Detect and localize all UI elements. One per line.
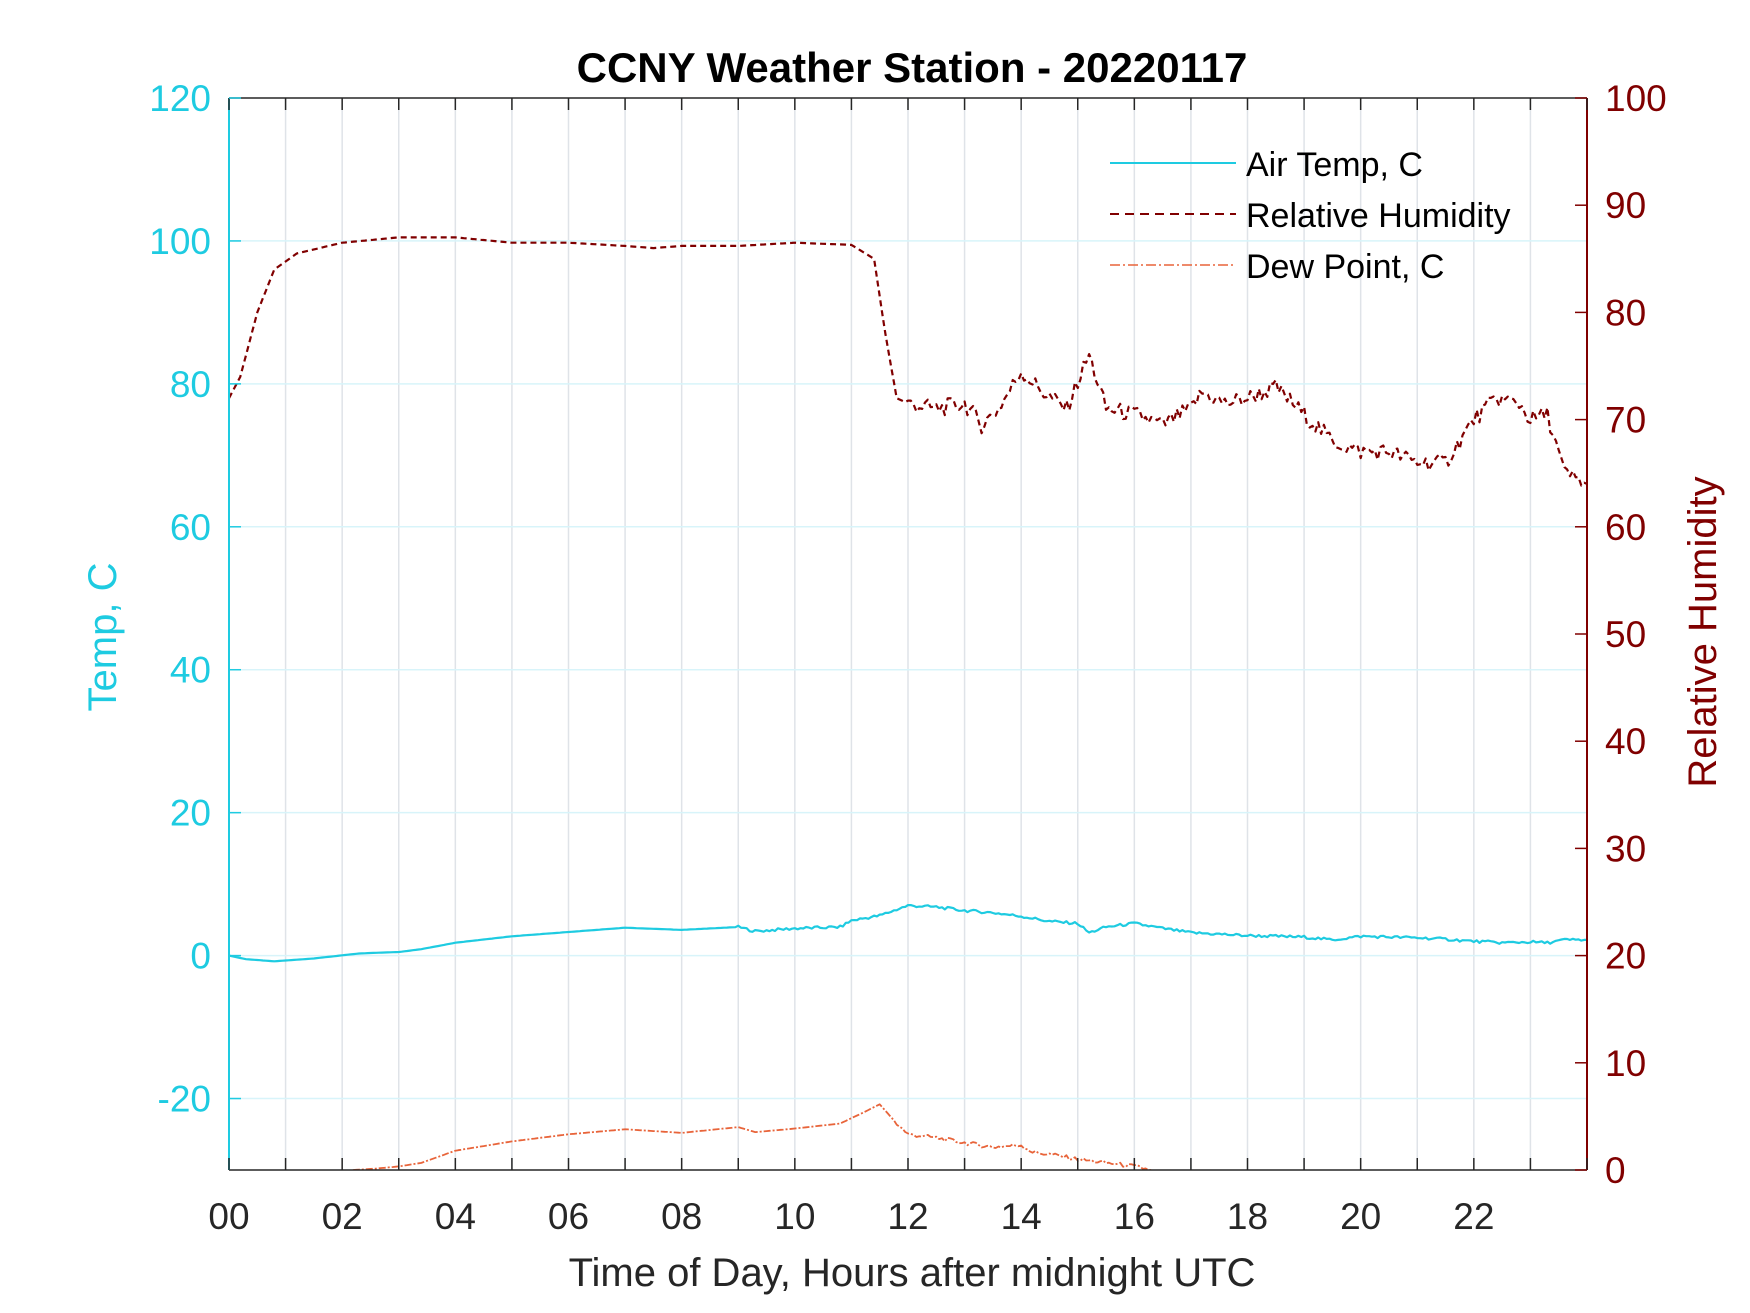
legend-label-relative-humidity: Relative Humidity (1246, 197, 1511, 235)
y-right-tick-label: 40 (1605, 721, 1646, 762)
y-left-tick-label: 120 (149, 78, 211, 119)
x-tick-label: 02 (322, 1196, 363, 1237)
y-right-tick-label: 10 (1605, 1043, 1646, 1084)
x-tick-label: 06 (548, 1196, 589, 1237)
x-tick-label: 18 (1227, 1196, 1268, 1237)
y-right-tick-label: 60 (1605, 507, 1646, 548)
dew-point-line (351, 1103, 1152, 1170)
legend-label-air-temp: Air Temp, C (1246, 146, 1423, 184)
grid (229, 98, 1587, 1170)
y-right-tick-label: 50 (1605, 614, 1646, 655)
y-right-tick-label: 70 (1605, 400, 1646, 441)
x-tick-label: 10 (774, 1196, 815, 1237)
y-right-tick-label: 0 (1605, 1150, 1626, 1191)
y-right-tick-label: 90 (1605, 185, 1646, 226)
x-tick-label: 14 (1001, 1196, 1042, 1237)
legend: Air Temp, C Relative Humidity Dew Point,… (1110, 146, 1511, 286)
y-axis-left-label: Temp, C (81, 563, 125, 712)
chart-title: CCNY Weather Station - 20220117 (577, 44, 1248, 91)
air-temp-line (229, 904, 1587, 963)
x-tick-label: 20 (1340, 1196, 1381, 1237)
x-tick-label: 12 (887, 1196, 928, 1237)
y-left-tick-label: 20 (170, 793, 211, 834)
y-right-tick-label: 80 (1605, 292, 1646, 333)
y-left-tick-label: -20 (158, 1079, 211, 1120)
series-lines (229, 236, 1587, 1170)
tick-labels: 00 02 04 06 08 10 12 14 16 18 20 22-200204060801001… (149, 78, 1666, 1237)
x-tick-label: 08 (661, 1196, 702, 1237)
x-tick-label: 16 (1114, 1196, 1155, 1237)
relative-humidity-line (229, 236, 1587, 487)
y-right-tick-label: 30 (1605, 828, 1646, 869)
legend-label-dew-point: Dew Point, C (1246, 248, 1444, 286)
axes (228, 97, 1588, 1171)
x-tick-label: 04 (435, 1196, 476, 1237)
x-tick-label: 22 (1453, 1196, 1494, 1237)
y-right-tick-label: 20 (1605, 936, 1646, 977)
y-left-tick-label: 40 (170, 650, 211, 691)
x-tick-label: 00 (208, 1196, 249, 1237)
y-left-tick-label: 60 (170, 507, 211, 548)
y-left-tick-label: 80 (170, 364, 211, 405)
y-right-tick-label: 100 (1605, 78, 1667, 119)
x-axis-label: Time of Day, Hours after midnight UTC (569, 1251, 1256, 1295)
y-axis-right-label: Relative Humidity (1681, 476, 1725, 787)
y-left-tick-label: 100 (149, 221, 211, 262)
y-left-tick-label: 0 (190, 936, 211, 977)
